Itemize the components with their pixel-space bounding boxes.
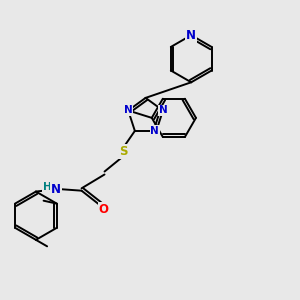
Text: N: N: [124, 106, 133, 116]
Text: S: S: [119, 145, 128, 158]
Text: O: O: [99, 203, 109, 216]
Text: N: N: [151, 126, 159, 136]
Text: H: H: [43, 182, 52, 192]
Text: N: N: [159, 106, 167, 116]
Text: N: N: [186, 29, 196, 42]
Text: N: N: [51, 183, 61, 196]
